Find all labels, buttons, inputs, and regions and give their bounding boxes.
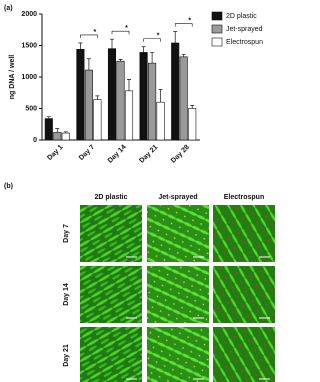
- column-header: Jet-sprayed: [158, 194, 197, 201]
- bar: [188, 108, 197, 141]
- legend-label: 2D plastic: [226, 13, 257, 20]
- error-bar: [150, 52, 155, 64]
- error-bar: [55, 128, 60, 133]
- legend-swatch: [211, 37, 223, 47]
- y-tick-label: 1000: [21, 74, 37, 81]
- row-header: Day 7: [63, 224, 70, 243]
- micrograph: [213, 327, 275, 382]
- bar: [44, 118, 53, 141]
- x-tick-label: Day 28: [170, 144, 191, 165]
- x-tick-label: Day 1: [46, 144, 64, 162]
- error-bar: [86, 58, 91, 71]
- error-bar: [141, 46, 146, 53]
- bar: [61, 132, 70, 141]
- bar: [93, 99, 102, 141]
- bar: [84, 69, 93, 141]
- micrograph: [80, 327, 142, 382]
- column-header: Electrospun: [224, 194, 264, 201]
- bar: [148, 62, 157, 141]
- figure: (a) (b) 0 500 1000 1500 2000 ng DNA / well Day…: [4, 5, 275, 382]
- legend-label: Jet-sprayed: [226, 26, 263, 33]
- micrograph: [80, 205, 142, 262]
- micrograph: [80, 266, 142, 323]
- panel-label: (a): [4, 5, 13, 12]
- error-bar: [181, 53, 186, 57]
- y-tick-label: 2000: [21, 11, 37, 18]
- error-bar: [158, 89, 163, 103]
- legend-swatch: [211, 24, 223, 34]
- page: (a) (b) 0 500 1000 1500 2000 ng DNA / well Day…: [4, 4, 275, 382]
- legend-label: Electrospun: [226, 39, 263, 46]
- legend-swatch: [211, 11, 223, 21]
- significance-label: *: [157, 33, 160, 40]
- error-bar: [118, 59, 123, 62]
- bar: [139, 52, 148, 141]
- bar: [156, 101, 165, 141]
- significance-bracket: [143, 38, 161, 42]
- y-tick-label: 0: [33, 137, 37, 144]
- bar: [116, 60, 125, 141]
- significance-label: *: [188, 17, 191, 24]
- significance-label: *: [125, 25, 128, 32]
- error-bar: [173, 31, 178, 43]
- bar: [76, 48, 85, 141]
- significance-bracket: [80, 34, 98, 38]
- column-header: 2D plastic: [94, 194, 127, 201]
- y-tick-label: 500: [25, 105, 37, 112]
- bar: [171, 42, 180, 141]
- error-bar: [78, 42, 83, 50]
- error-bar: [110, 38, 114, 49]
- micrograph: [147, 327, 209, 382]
- bar: [124, 90, 134, 141]
- y-tick-label: 1500: [21, 42, 37, 49]
- x-tick-label: Day 7: [78, 144, 96, 162]
- micrograph: [213, 266, 275, 323]
- bar: [179, 56, 188, 141]
- significance-bracket: [174, 23, 193, 27]
- micrograph: [147, 205, 209, 262]
- row-header: Day 21: [63, 344, 70, 367]
- micrograph: [213, 205, 275, 262]
- error-bar: [95, 95, 100, 100]
- micrograph: [147, 266, 209, 323]
- x-tick-label: Day 14: [107, 144, 128, 165]
- bar: [53, 132, 62, 141]
- error-bar: [190, 105, 195, 109]
- x-tick-label: Day 21: [138, 144, 159, 165]
- error-bar: [127, 79, 131, 91]
- significance-label: *: [94, 29, 97, 36]
- error-bar: [46, 116, 51, 119]
- y-axis-label: ng DNA / well: [9, 55, 16, 100]
- bar: [107, 48, 117, 141]
- row-header: Day 14: [63, 283, 70, 306]
- error-bar: [63, 131, 68, 134]
- significance-bracket: [111, 30, 130, 35]
- panel-label: (b): [4, 183, 13, 190]
